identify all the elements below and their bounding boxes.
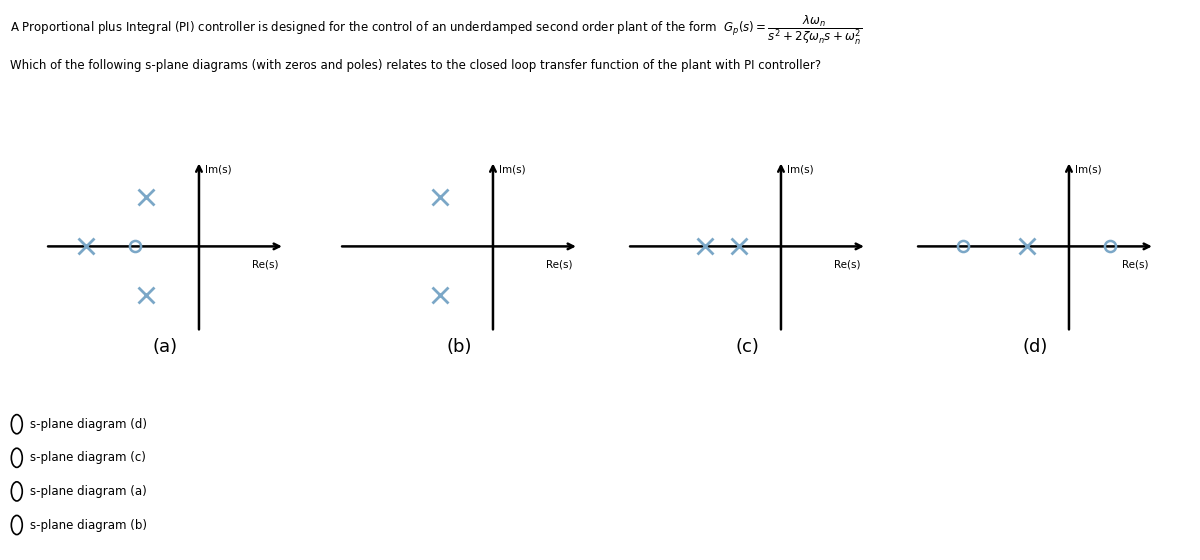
Text: A Proportional plus Integral (PI) controller is designed for the control of an u: A Proportional plus Integral (PI) contro… [10,14,862,48]
Text: s-plane diagram (a): s-plane diagram (a) [30,485,146,498]
Text: (c): (c) [736,338,758,356]
Text: Im(s): Im(s) [787,165,814,175]
Text: Im(s): Im(s) [1075,165,1102,175]
Text: s-plane diagram (b): s-plane diagram (b) [30,519,148,531]
Text: Im(s): Im(s) [499,165,526,175]
Text: Which of the following s-plane diagrams (with zeros and poles) relates to the cl: Which of the following s-plane diagrams … [10,59,821,72]
Text: s-plane diagram (c): s-plane diagram (c) [30,451,146,464]
Text: Im(s): Im(s) [205,165,232,175]
Text: (a): (a) [152,338,178,356]
Text: Re(s): Re(s) [1122,259,1148,269]
Text: (b): (b) [446,338,472,356]
Text: (d): (d) [1022,338,1048,356]
Text: Re(s): Re(s) [834,259,860,269]
Text: s-plane diagram (d): s-plane diagram (d) [30,418,148,431]
Text: Re(s): Re(s) [546,259,572,269]
Text: Re(s): Re(s) [252,259,278,269]
